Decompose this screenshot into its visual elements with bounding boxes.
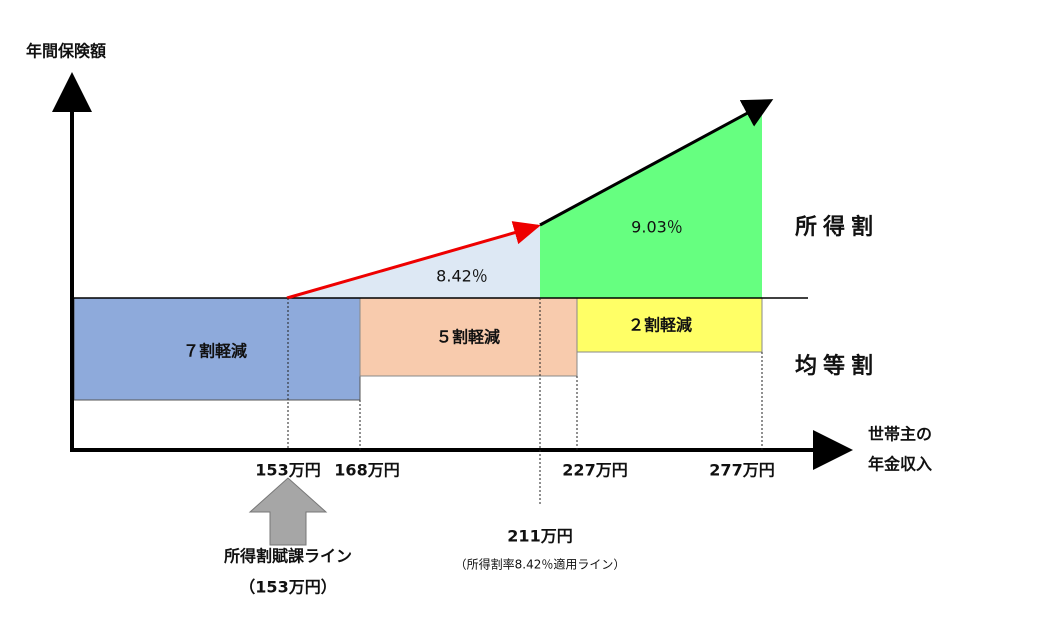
x-axis-label: 年金収入 [868,455,932,474]
income-label: 277万円 [709,461,774,480]
reduction-label: ２割軽減 [628,316,692,335]
reduction-label: ７割軽減 [183,342,247,361]
reduction-label: ５割軽減 [436,328,500,347]
income-label: 227万円 [562,461,627,480]
red-arrow [286,221,541,300]
callout-arrow [248,477,328,546]
income-note: （所得割率8.42％適用ライン） [455,557,626,572]
income-label: 211万円 [507,527,572,546]
reduction-50-area [359,297,578,377]
high-rate-area [540,105,762,298]
section-label: 均等割 [795,353,879,379]
x-axis-label: 世帯主の [868,425,932,444]
income-label: 153万円 [255,461,320,480]
callout-label: 所得割賦課ライン [224,547,352,566]
section-label: 所得割 [795,214,879,240]
rate-label: 8.42％ [436,267,488,286]
callout-amount: （153万円） [239,578,336,597]
income-label: 168万円 [334,461,399,480]
black-arrow [539,99,774,227]
y-axis-label: 年間保険額 [26,42,106,61]
rate-label: 9.03％ [631,218,683,237]
reduction-70-area [73,297,361,401]
